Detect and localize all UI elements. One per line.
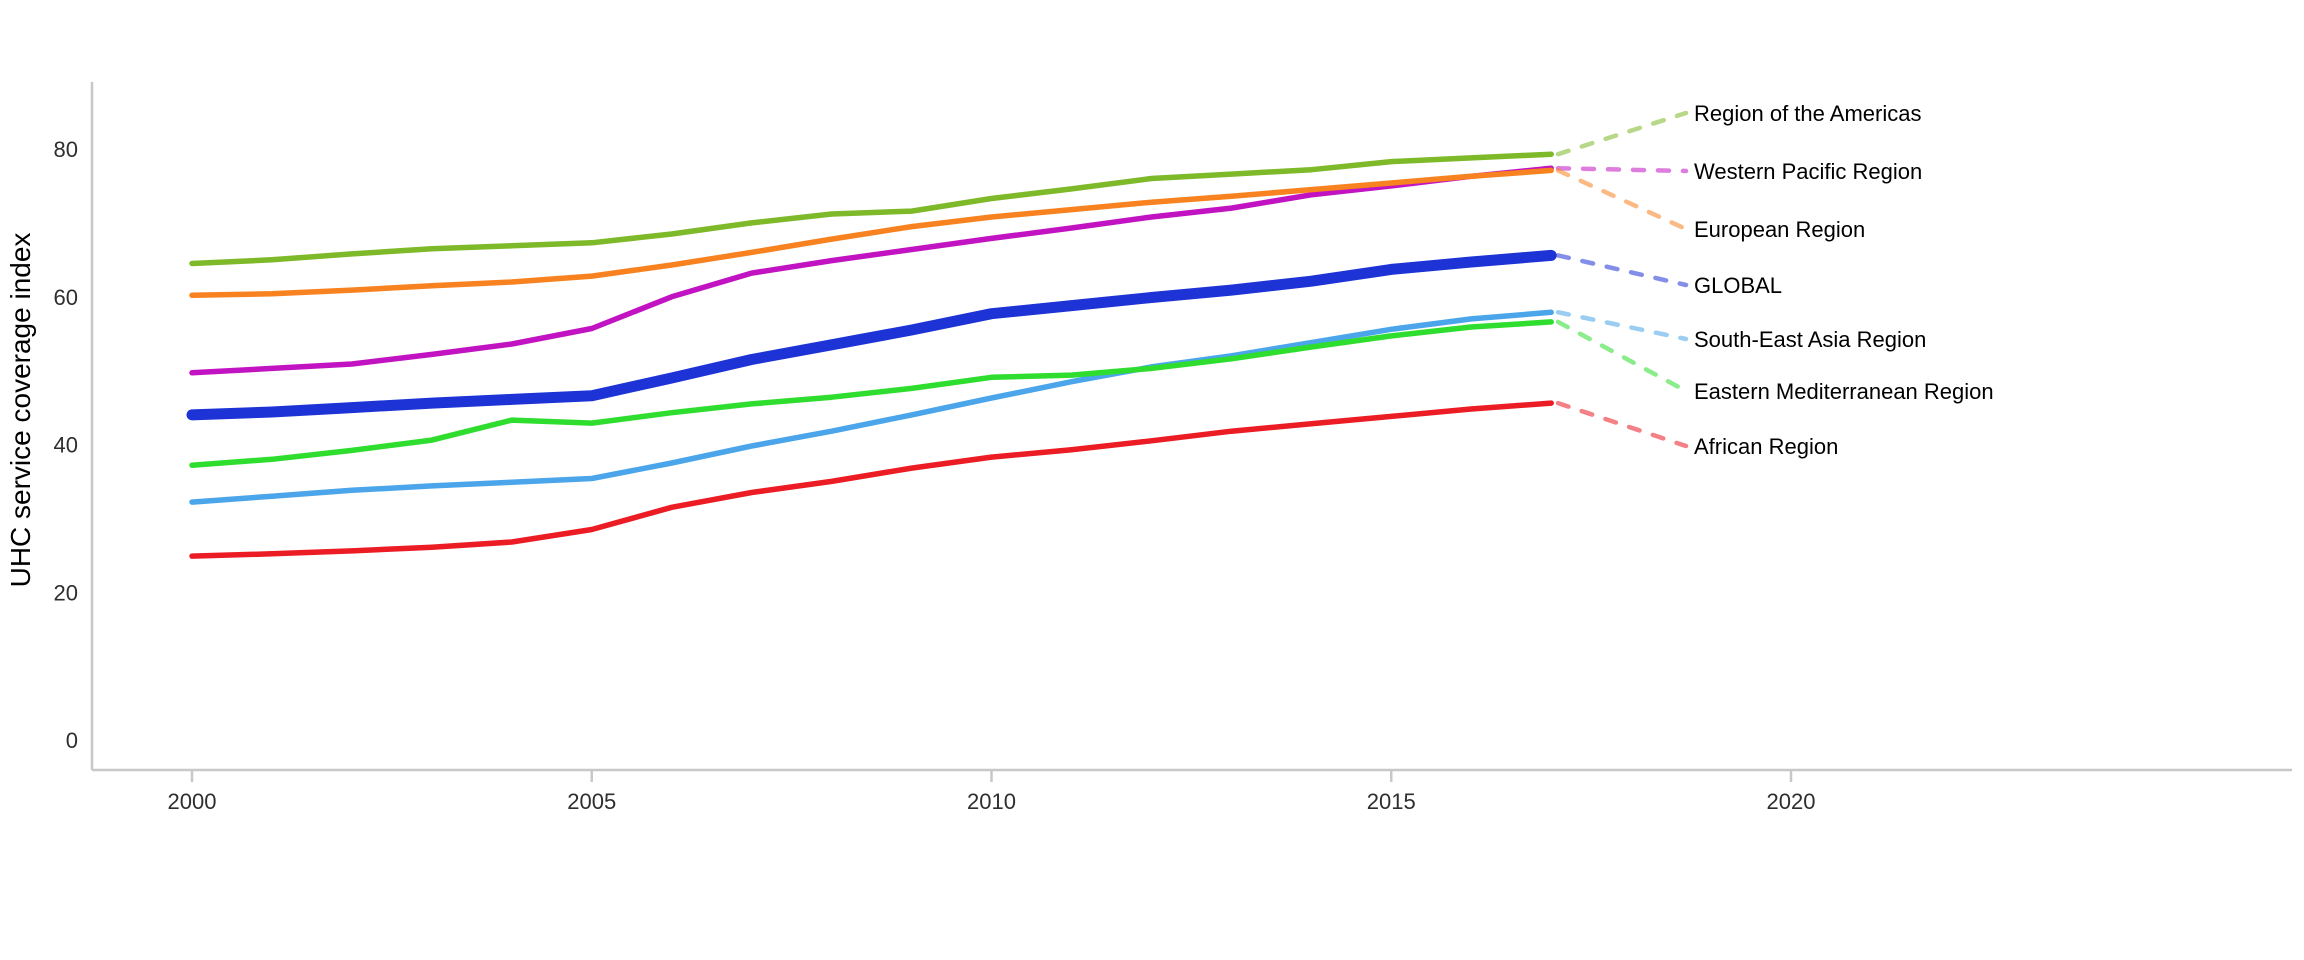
leader-line-western-pacific-region (1555, 165, 1689, 174)
legend-labels: Region of the Americas Western Pacific Re… (1694, 101, 1994, 459)
legend-label-eastern-mediterranean-region: Eastern Mediterranean Region (1694, 379, 1994, 404)
leader-line-south-east-asia-region (1555, 310, 1689, 342)
series-line-eastern-mediterranean-region (189, 319, 1554, 468)
leader-line-global (1555, 253, 1689, 288)
legend-label-south-east-asia-region: South-East Asia Region (1694, 327, 1926, 352)
y-tick-label: 0 (66, 728, 78, 753)
series-line-region-of-the-americas (189, 151, 1554, 267)
legend-leader-lines (1555, 110, 1689, 449)
series-line-global (186, 249, 1557, 421)
y-tick-label: 80 (54, 137, 78, 162)
leader-line-european-region (1555, 168, 1689, 232)
series-line-south-east-asia-region (189, 309, 1554, 505)
y-tick-label: 40 (54, 433, 78, 458)
series-line-western-pacific-region (189, 165, 1554, 376)
x-tick-label: 2005 (567, 789, 616, 814)
y-axis-title: UHC service coverage index (5, 233, 36, 588)
axes: 2000 2005 2010 2015 2020 0 20 40 60 80 (54, 82, 2292, 814)
x-tick-label: 2000 (168, 789, 217, 814)
legend-label-african-region: African Region (1694, 434, 1838, 459)
legend-label-western-pacific-region: Western Pacific Region (1694, 159, 1922, 184)
leader-line-eastern-mediterranean-region (1555, 319, 1689, 394)
leader-line-region-of-the-americas (1555, 110, 1689, 157)
x-tick-label: 2010 (967, 789, 1016, 814)
series-line-african-region (189, 400, 1554, 559)
x-tick-label: 2015 (1367, 789, 1416, 814)
legend-label-european-region: European Region (1694, 217, 1865, 242)
y-tick-label: 20 (54, 580, 78, 605)
legend-label-region-of-the-americas: Region of the Americas (1694, 101, 1921, 126)
legend-label-global: GLOBAL (1694, 273, 1782, 298)
y-tick-label: 60 (54, 285, 78, 310)
x-tick-label: 2020 (1767, 789, 1816, 814)
series-lines (186, 151, 1557, 559)
series-line-european-region (189, 167, 1554, 299)
leader-line-african-region (1555, 400, 1689, 449)
